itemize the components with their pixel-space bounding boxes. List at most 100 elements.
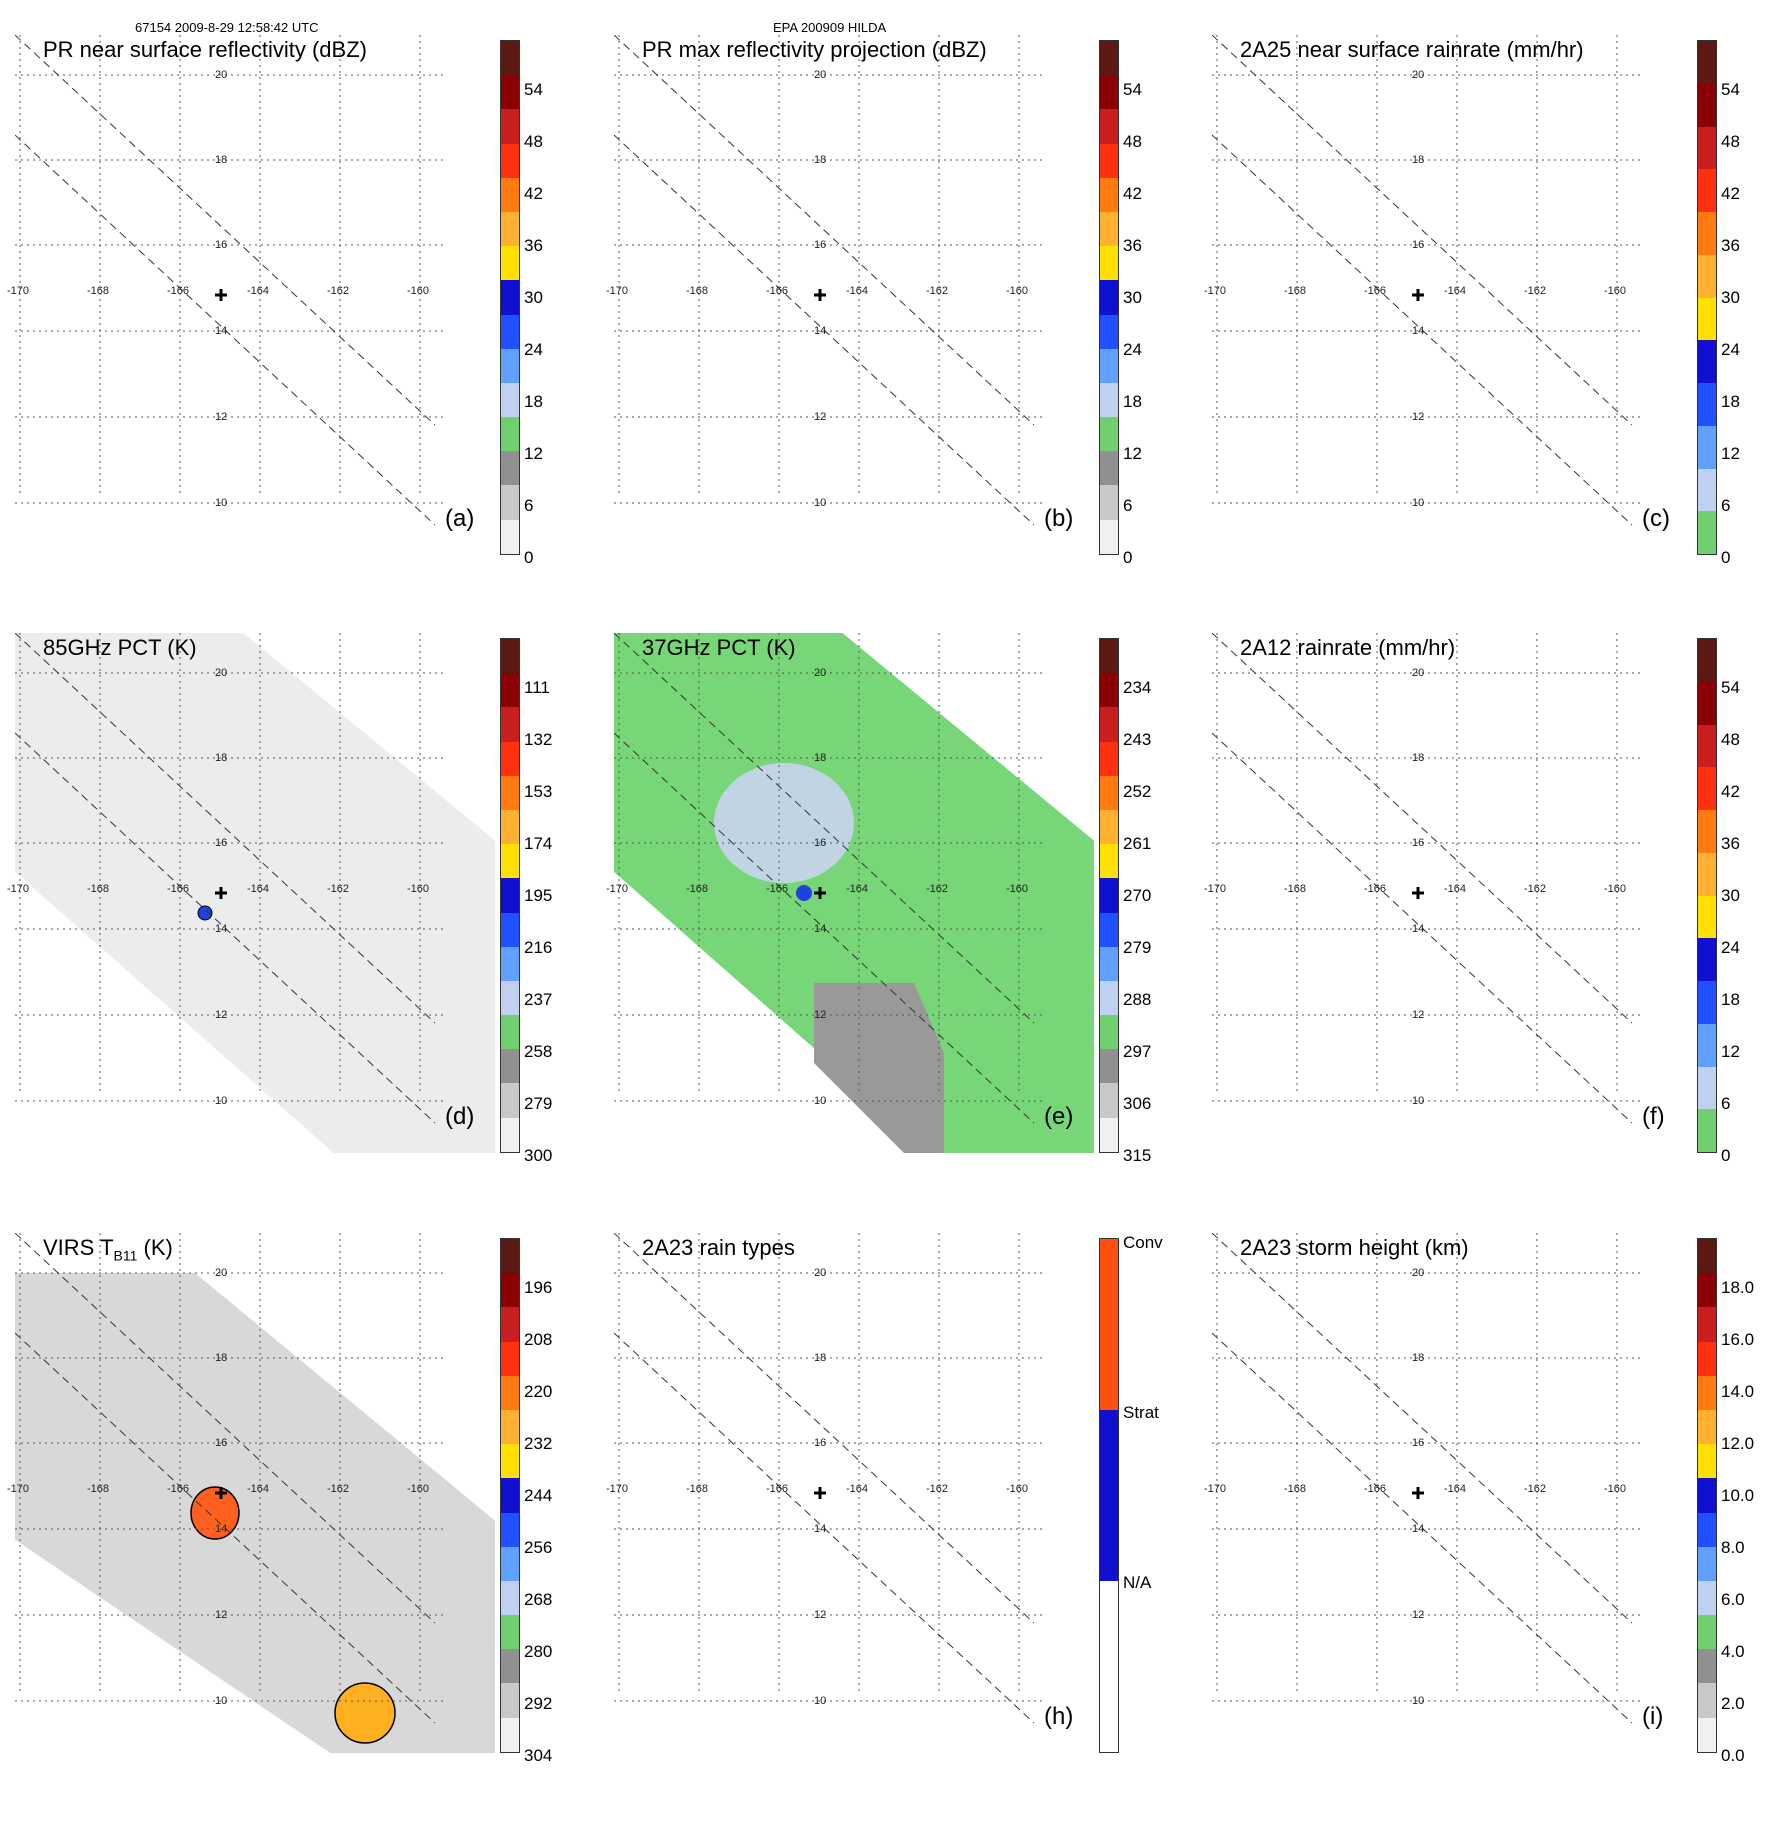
lon-label: -170	[1204, 285, 1227, 297]
colorbar-segment	[1100, 246, 1118, 281]
colorbar-tick-label: 270	[1123, 886, 1152, 905]
colorbar-segment	[1698, 1580, 1716, 1616]
colorbar-segment	[1100, 211, 1118, 247]
colorbar	[500, 40, 520, 555]
colorbar-segment	[501, 211, 519, 247]
lon-label: -166	[766, 285, 789, 297]
lat-label: 14	[814, 325, 827, 337]
storm-center-marker	[215, 887, 227, 899]
colorbar-segment	[1698, 1239, 1716, 1274]
lat-label: 14	[1412, 1523, 1425, 1535]
colorbar-tick-label: 279	[524, 1094, 553, 1113]
colorbar-tick-label: 258	[524, 1042, 553, 1061]
colorbar-tick-label: 36	[524, 236, 543, 255]
colorbar	[1697, 638, 1717, 1153]
lon-label: -162	[1524, 285, 1547, 297]
colorbar-segment	[1100, 980, 1118, 1016]
colorbar-tick-label: 196	[524, 1278, 553, 1297]
lat-label: 20	[1412, 667, 1425, 679]
colorbar-tick-label: 280	[524, 1642, 553, 1661]
lon-label: -168	[1284, 1483, 1307, 1495]
colorbar-segment	[1100, 382, 1118, 418]
colorbar-tick-label: 36	[1721, 834, 1740, 853]
colorbar-segment	[1698, 1615, 1716, 1650]
storm-center-marker	[215, 1487, 227, 1499]
lat-label: 18	[814, 752, 827, 764]
colorbar-tick-label: 48	[1123, 132, 1142, 151]
colorbar-tick-label: 234	[1123, 678, 1152, 697]
storm-center-marker	[1412, 887, 1424, 899]
map-b	[614, 35, 1044, 526]
swath-edge	[614, 633, 1035, 1024]
colorbar-segment	[501, 280, 519, 315]
colorbar-tick-label: 0	[524, 548, 534, 567]
colorbar-segment	[501, 673, 519, 708]
lon-label: -164	[846, 883, 869, 895]
cold-cloud-top	[334, 1682, 396, 1744]
colorbar-segment	[501, 1015, 519, 1050]
lat-label: 18	[1412, 154, 1425, 166]
lon-label: -162	[926, 1483, 949, 1495]
lon-label: -162	[926, 285, 949, 297]
map-a	[15, 35, 445, 526]
colorbar-segment	[501, 143, 519, 178]
lat-label: 12	[1412, 1609, 1425, 1621]
storm-center-marker	[1412, 289, 1424, 301]
lat-label: 16	[814, 239, 827, 251]
colorbar-tick-label: 6	[1721, 1094, 1731, 1113]
colorbar-tick-label: 36	[1721, 236, 1740, 255]
lat-label: 10	[814, 1695, 827, 1707]
colorbar-segment	[501, 809, 519, 845]
colorbar-segment	[1698, 1307, 1716, 1342]
colorbar-segment	[501, 1409, 519, 1445]
colorbar-segment	[1698, 126, 1716, 170]
colorbar-tick-label: 208	[524, 1330, 553, 1349]
lon-label: -164	[1444, 883, 1467, 895]
lat-label: 14	[1412, 923, 1425, 935]
colorbar-segment	[501, 1683, 519, 1718]
colorbar-segment	[1100, 775, 1118, 810]
colorbar-segment	[1100, 639, 1118, 674]
colorbar-tick-label: 6.0	[1721, 1590, 1745, 1609]
colorbar-tick-label: 304	[524, 1746, 553, 1765]
colorbar-tick-label: 6	[1123, 496, 1133, 515]
colorbar-tick-label: 8.0	[1721, 1538, 1745, 1557]
colorbar-segment	[1100, 348, 1118, 383]
lon-label: -164	[846, 285, 869, 297]
swath-edge	[614, 1233, 1035, 1624]
lat-label: 12	[1412, 411, 1425, 423]
lon-label: -166	[1364, 1483, 1387, 1495]
colorbar-segment	[501, 75, 519, 110]
colorbar-segment	[1100, 451, 1118, 486]
colorbar-tick-label: 54	[1721, 678, 1740, 697]
colorbar-tick-label: 14.0	[1721, 1382, 1755, 1401]
map-g	[15, 1233, 495, 1753]
lon-label: -162	[327, 1483, 350, 1495]
colorbar-tick-label: 36	[1123, 236, 1142, 255]
swath-background	[614, 633, 1094, 1153]
colorbar-tick-label: 54	[1721, 80, 1740, 99]
lon-label: -168	[1284, 285, 1307, 297]
colorbar-tick-label: 54	[1123, 80, 1142, 99]
lat-label: 10	[1412, 497, 1425, 509]
colorbar-segment	[1698, 297, 1716, 341]
colorbar-segment	[1100, 741, 1118, 776]
colorbar-tick-label: 174	[524, 834, 553, 853]
colorbar-tick-label: 6	[1721, 496, 1731, 515]
lat-label: 10	[215, 1695, 228, 1707]
lon-label: -160	[1604, 1483, 1627, 1495]
storm-header: EPA 200909 HILDA	[773, 20, 887, 35]
colorbar-segment	[501, 1717, 519, 1752]
colorbar-tick-label: 24	[1123, 340, 1142, 359]
panel-label: (h)	[1044, 1703, 1074, 1730]
colorbar-tick-label: 10.0	[1721, 1486, 1755, 1505]
lon-label: -168	[686, 285, 709, 297]
colorbar-tick-label: 261	[1123, 834, 1152, 853]
panel-label: (f)	[1642, 1103, 1665, 1130]
colorbar-tick-label: 4.0	[1721, 1642, 1745, 1661]
colorbar-segment	[1698, 810, 1716, 853]
map-h	[614, 1233, 1044, 1724]
colorbar-tick-label: 256	[524, 1538, 553, 1557]
colorbar-tick-label: 0.0	[1721, 1746, 1745, 1765]
lat-label: 16	[1412, 239, 1425, 251]
